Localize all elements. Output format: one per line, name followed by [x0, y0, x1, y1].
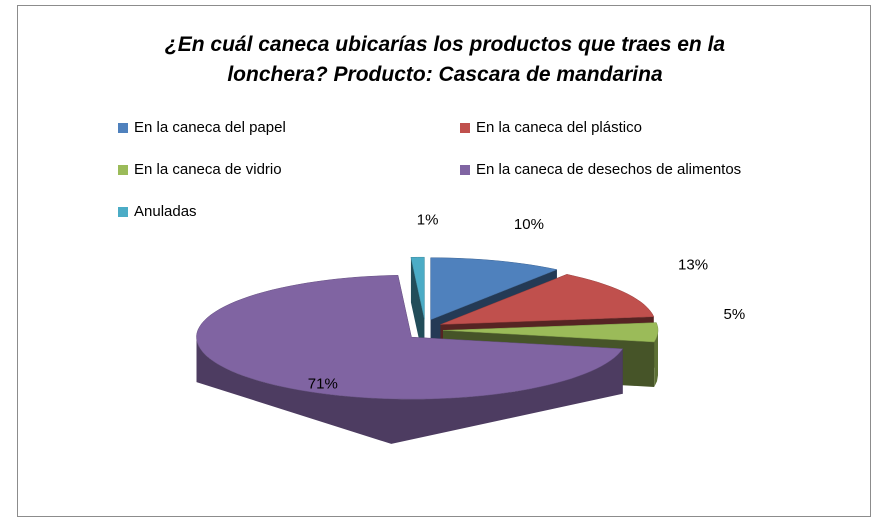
data-label: 13%: [678, 256, 708, 273]
legend-label: En la caneca del papel: [134, 119, 286, 136]
pie-slice: [430, 257, 558, 321]
pie-slice: [410, 256, 425, 320]
chart-title: ¿En cuál caneca ubicarías los productos …: [164, 33, 726, 86]
legend-swatch: [118, 165, 128, 175]
legend-label: En la caneca de vidrio: [134, 161, 282, 178]
legend-swatch: [118, 123, 128, 133]
slice-side: [654, 330, 658, 387]
legend-swatch: [460, 165, 470, 175]
data-label: 5%: [724, 306, 746, 323]
data-label: 10%: [514, 216, 544, 233]
pie-slice: [196, 275, 624, 400]
legend-swatch: [460, 123, 470, 133]
data-label: 1%: [417, 212, 439, 229]
pie-slice: [440, 274, 655, 325]
legend-label: En la caneca de desechos de alimentos: [476, 161, 741, 178]
legend-label: Anuladas: [134, 203, 197, 220]
legend-label: En la caneca del plástico: [476, 119, 642, 136]
legend-swatch: [118, 207, 128, 217]
pie-slice: [442, 322, 659, 343]
data-label: 71%: [308, 376, 338, 393]
slice-side: [196, 337, 623, 444]
